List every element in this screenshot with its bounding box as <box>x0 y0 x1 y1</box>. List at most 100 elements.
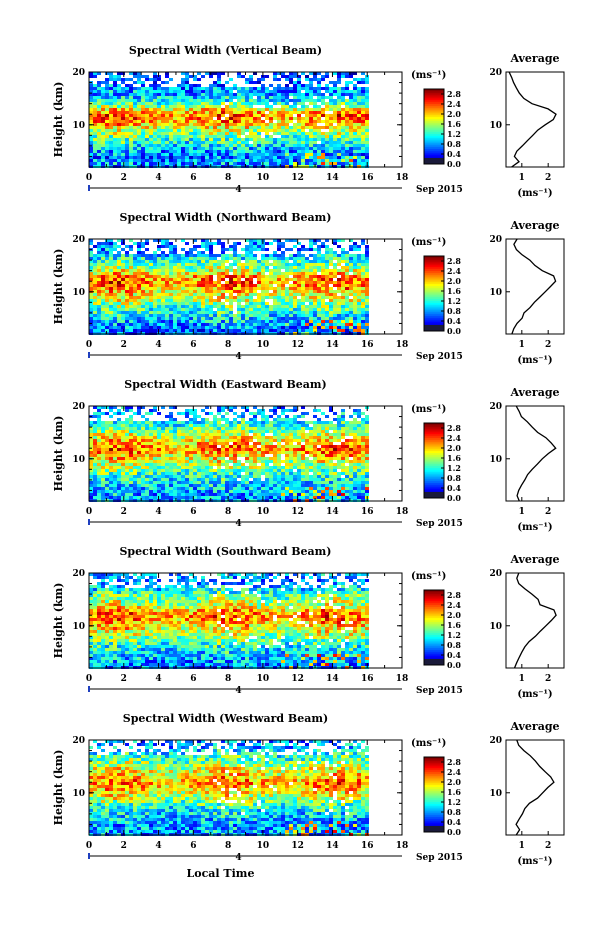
colorbar-segment <box>424 758 444 762</box>
colorbar-segment <box>424 650 444 653</box>
average-title: Average <box>509 720 559 733</box>
colorbar-segment <box>424 468 444 471</box>
colorbar-frame <box>423 422 445 499</box>
x-tick-label: 18 <box>396 674 409 684</box>
colorbar-segment <box>424 128 444 131</box>
colorbar-segment <box>424 768 444 771</box>
colorbar-tick-label: 0.0 <box>447 660 461 670</box>
y-axis-label: Height (km) <box>52 583 65 659</box>
colorbar-tick-label: 2.4 <box>447 767 461 777</box>
colorbar-segment <box>424 139 444 142</box>
colorbar-segment <box>424 621 444 625</box>
average-y-tick-label: 10 <box>489 789 502 799</box>
x-tick-label: 8 <box>225 841 231 851</box>
y-axis-label: Height (km) <box>52 249 65 325</box>
colorbar-segment <box>424 432 444 435</box>
colorbar-frame <box>423 88 445 165</box>
colorbar-segment <box>424 640 444 643</box>
colorbar-unit: (ms⁻¹) <box>411 404 446 415</box>
day-label: 4 <box>235 686 241 696</box>
colorbar-segment <box>424 441 444 445</box>
colorbar-frame <box>423 589 445 666</box>
colorbar-segment <box>424 625 444 628</box>
colorbar-tick-label: 1.6 <box>447 119 461 129</box>
heatmap <box>89 72 369 168</box>
colorbar-segment <box>424 815 444 818</box>
x-tick-label: 18 <box>396 340 409 350</box>
colorbar-segment <box>424 466 444 469</box>
colorbar-segment <box>424 124 444 127</box>
colorbar-segment <box>424 297 444 300</box>
colorbar-tick-label: 0.0 <box>447 493 461 503</box>
colorbar-segment <box>424 274 444 278</box>
x-tick-label: 10 <box>257 507 270 517</box>
x-tick-label: 4 <box>155 507 161 517</box>
colorbar-segment <box>424 439 444 443</box>
colorbar-segment <box>424 610 444 613</box>
colorbar-segment <box>424 481 444 484</box>
colorbar-segment <box>424 770 444 773</box>
colorbar-segment <box>424 486 444 490</box>
colorbar-segment <box>424 646 444 649</box>
colorbar-segment <box>424 272 444 276</box>
colorbar-segment <box>424 772 444 775</box>
colorbar-segment <box>424 462 444 465</box>
x-tick-label: 6 <box>190 173 196 183</box>
colorbar-tick-label: 0.0 <box>447 326 461 336</box>
colorbar-segment <box>424 445 444 448</box>
colorbar-segment <box>424 109 444 112</box>
colorbar-tick-label: 2.4 <box>447 433 461 443</box>
average-y-tick-label: 20 <box>489 68 502 78</box>
colorbar-tick-label: 1.2 <box>447 463 461 473</box>
colorbar-segment <box>424 104 444 107</box>
colorbar-segment <box>424 822 444 825</box>
colorbar-segment <box>424 657 444 660</box>
colorbar-tick-label: 0.4 <box>447 149 461 159</box>
colorbar-tick-label: 2.0 <box>447 109 461 119</box>
colorbar-segment <box>424 436 444 439</box>
colorbar-segment <box>424 96 444 99</box>
colorbar-segment <box>424 813 444 816</box>
x-tick-label: 18 <box>396 841 409 851</box>
colorbar-segment <box>424 781 444 784</box>
colorbar-segment <box>424 426 444 430</box>
x-tick-label: 6 <box>190 507 196 517</box>
colorbar-segment <box>424 490 444 493</box>
average-x-tick-label: 2 <box>545 841 551 851</box>
colorbar-segment <box>424 787 444 790</box>
colorbar-segment <box>424 156 444 159</box>
colorbar-tick-label: 0.0 <box>447 159 461 169</box>
date-label: Sep 2015 <box>416 686 463 696</box>
average-x-tick-label: 1 <box>519 841 525 851</box>
colorbar-segment <box>424 132 444 135</box>
colorbar-segment <box>424 788 444 792</box>
colorbar-segment <box>424 653 444 657</box>
colorbar-segment <box>424 597 444 600</box>
average-x-label: (ms⁻¹) <box>517 689 552 700</box>
panel-4: Spectral Width (Westward Beam)0 2 4 6 8 10 12 1… <box>52 712 565 880</box>
colorbar-segment <box>424 460 444 463</box>
date-label: Sep 2015 <box>416 853 463 863</box>
heatmap <box>89 573 369 669</box>
average-frame <box>505 238 565 335</box>
colorbar-segment <box>424 424 444 428</box>
colorbar-segment <box>424 469 444 473</box>
colorbar-segment <box>424 794 444 797</box>
colorbar-segment <box>424 135 444 139</box>
colorbar-segment <box>424 276 444 279</box>
colorbar-segment <box>424 453 444 456</box>
colorbar-segment <box>424 449 444 452</box>
colorbar-segment <box>424 790 444 794</box>
x-tick-label: 4 <box>155 674 161 684</box>
colorbar-segment <box>424 612 444 615</box>
colorbar-segment <box>424 319 444 323</box>
colorbar-segment <box>424 423 444 426</box>
colorbar-segment <box>424 119 444 122</box>
colorbar-segment <box>424 798 444 801</box>
average-title: Average <box>509 553 559 566</box>
colorbar-segment <box>424 143 444 146</box>
average-y-tick-label: 20 <box>489 235 502 245</box>
average-x-label: (ms⁻¹) <box>517 188 552 199</box>
colorbar-segment <box>424 284 444 287</box>
colorbar-segment <box>424 471 444 475</box>
